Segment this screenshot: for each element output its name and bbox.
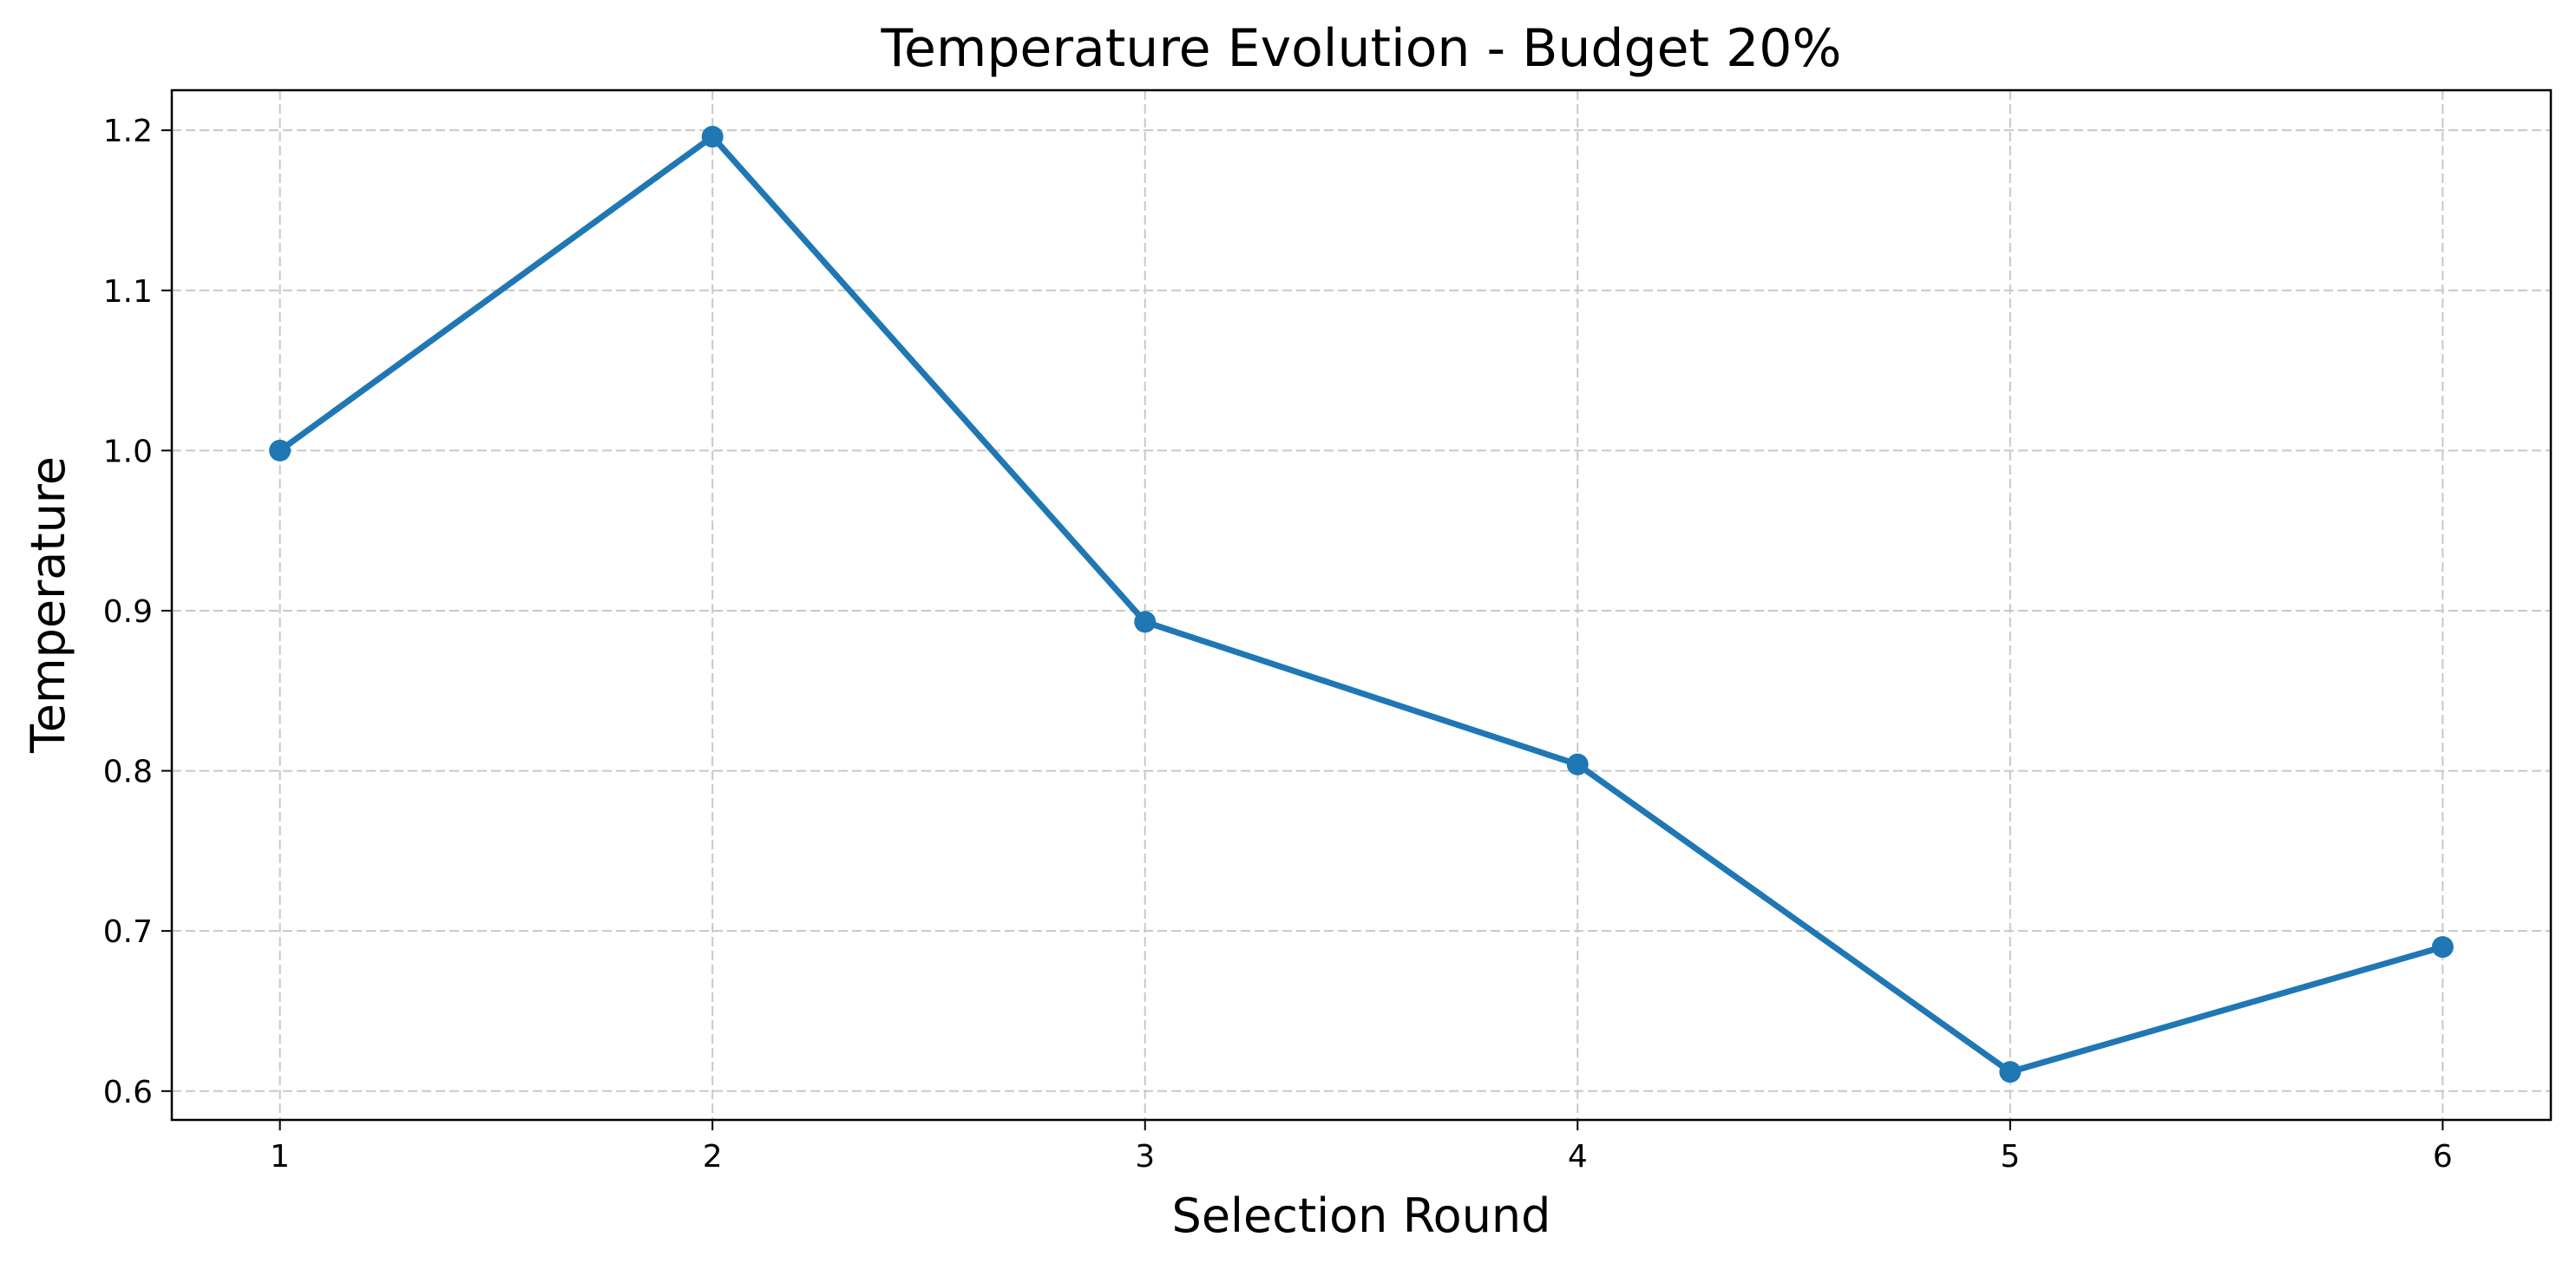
x-tick-label: 1	[270, 1139, 290, 1175]
data-point	[1134, 611, 1157, 633]
y-tick-label: 0.7	[103, 914, 153, 950]
y-tick-label: 0.6	[103, 1075, 153, 1110]
data-point	[1999, 1061, 2022, 1083]
data-point	[2431, 936, 2454, 959]
x-tick-label: 5	[2000, 1139, 2020, 1175]
x-axis-label: Selection Round	[1172, 1188, 1551, 1243]
data-point	[1566, 753, 1589, 776]
x-tick-label: 6	[2433, 1139, 2453, 1175]
data-series	[269, 126, 2454, 1083]
plot-frame	[170, 88, 2553, 1122]
x-tick-label: 3	[1135, 1139, 1155, 1175]
y-tick-label: 1.1	[103, 274, 153, 310]
data-point	[701, 126, 724, 148]
axes: 1 2 3 4 5 6 0.6 0.7 0.8 0.9 1.0 1.1 1.2	[103, 114, 2453, 1175]
x-tick-label: 2	[703, 1139, 723, 1175]
y-tick-label: 0.9	[103, 594, 153, 630]
x-tick-label: 4	[1568, 1139, 1588, 1175]
y-axis-label: Temperature	[21, 456, 75, 754]
chart-title: Temperature Evolution - Budget 20%	[881, 18, 1842, 79]
y-tick-label: 1.0	[103, 434, 153, 469]
series-line	[278, 134, 2444, 1076]
y-tick-label: 0.8	[103, 755, 153, 790]
y-tick-label: 1.2	[103, 114, 153, 149]
grid-lines	[172, 90, 2551, 1120]
data-point	[269, 439, 292, 462]
